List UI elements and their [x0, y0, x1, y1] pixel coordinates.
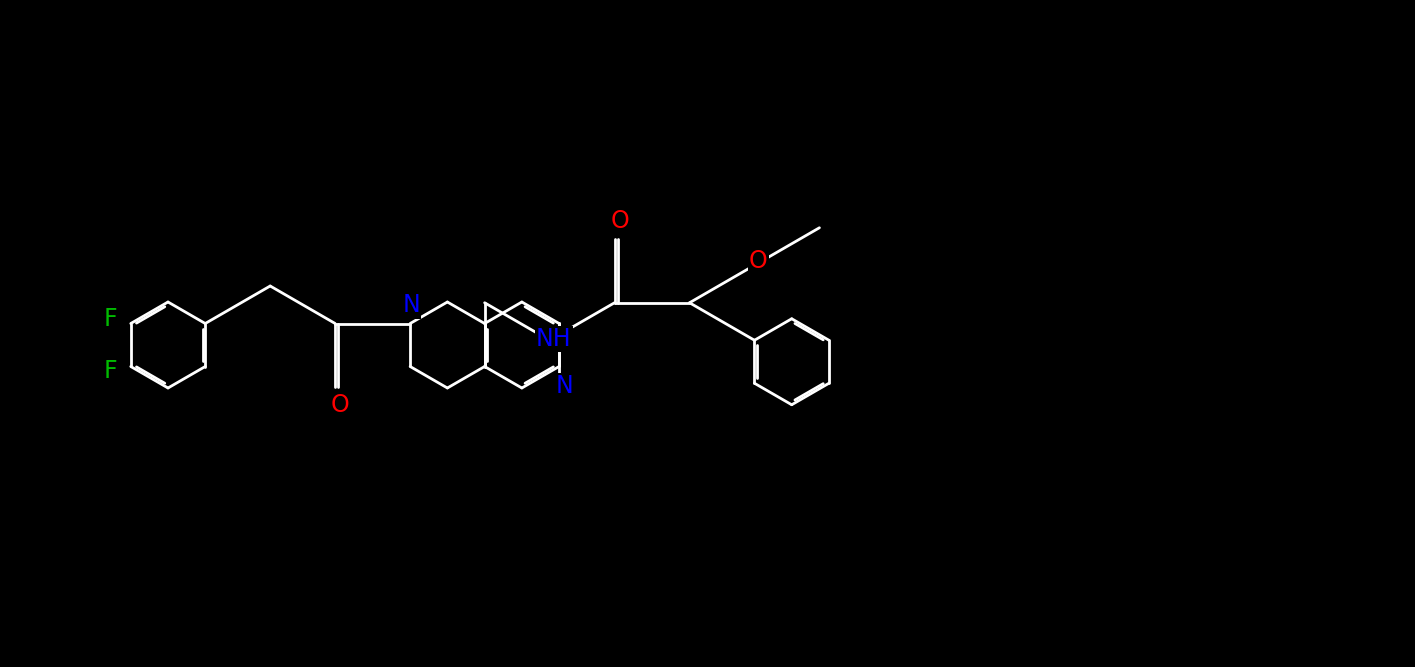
Text: NH: NH [536, 327, 572, 352]
Text: O: O [610, 209, 628, 233]
Text: F: F [103, 307, 117, 331]
Text: F: F [103, 360, 117, 384]
Text: O: O [749, 249, 768, 273]
Text: O: O [331, 394, 350, 418]
Text: N: N [402, 293, 420, 317]
Text: N: N [555, 374, 573, 398]
